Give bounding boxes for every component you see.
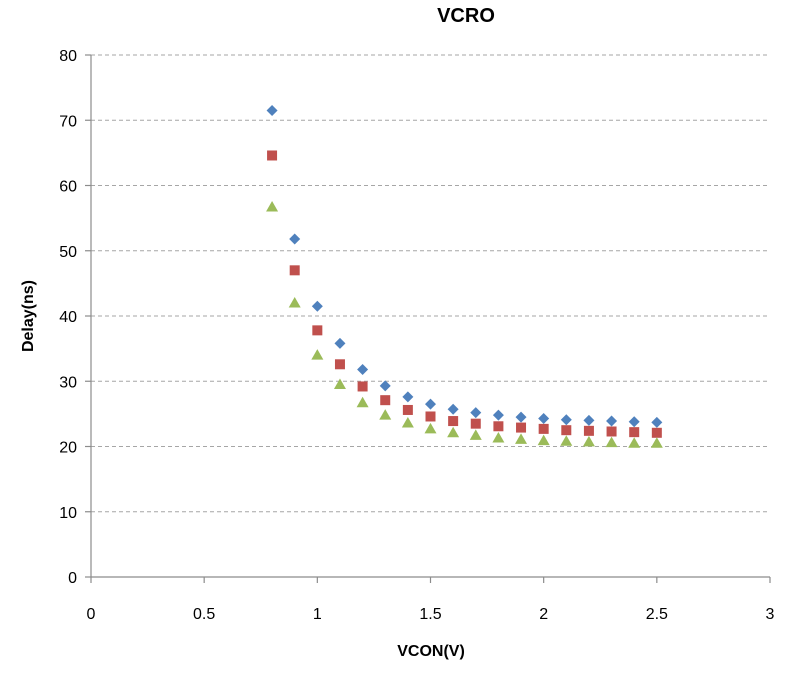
data-point-diamond: [628, 416, 640, 428]
axes: [85, 54, 771, 583]
y-tick-label: 0: [68, 570, 77, 587]
data-point-diamond: [583, 414, 595, 426]
y-tick-label: 40: [59, 309, 77, 326]
data-point-square: [380, 395, 391, 406]
data-point-diamond: [447, 403, 459, 415]
data-point-triangle: [424, 422, 437, 434]
x-tick-label: 0: [87, 606, 96, 623]
y-tick-label: 20: [59, 440, 77, 457]
data-point-triangle: [288, 296, 301, 308]
data-point-diamond: [289, 233, 301, 245]
data-point-diamond: [538, 412, 550, 424]
y-tick-label: 10: [59, 505, 77, 522]
data-point-diamond: [470, 407, 482, 419]
data-point-triangle: [311, 349, 324, 360]
data-point-triangle: [333, 378, 346, 390]
x-tick-label: 0.5: [193, 606, 215, 623]
data-point-square: [312, 325, 323, 336]
data-point-triangle: [356, 396, 369, 408]
x-tick-label: 1: [313, 606, 322, 623]
data-point-square: [629, 427, 640, 438]
data-point-square: [538, 423, 549, 434]
data-point-diamond: [560, 414, 572, 426]
data-point-square: [425, 411, 436, 422]
series-diamond-points: [266, 104, 663, 428]
series-square-points: [267, 150, 662, 438]
data-point-triangle: [379, 409, 392, 420]
data-point-square: [289, 265, 300, 276]
data-point-triangle: [605, 436, 618, 448]
data-point-square: [516, 422, 527, 433]
data-point-triangle: [469, 429, 482, 440]
data-point-square: [448, 416, 459, 427]
data-point-diamond: [357, 364, 369, 376]
data-point-square: [267, 150, 278, 161]
data-point-diamond: [311, 300, 323, 312]
data-point-diamond: [651, 416, 663, 428]
data-point-diamond: [334, 337, 346, 349]
x-tick-label: 2: [539, 606, 548, 623]
y-tick-label: 30: [59, 374, 77, 391]
data-point-square: [561, 425, 572, 436]
data-point-square: [334, 359, 345, 370]
y-tick-label: 70: [59, 113, 77, 130]
data-point-diamond: [402, 391, 414, 403]
data-point-triangle: [492, 432, 505, 443]
data-point-square: [470, 418, 481, 429]
y-tick-label: 50: [59, 244, 77, 261]
x-tick-label: 3: [766, 606, 775, 623]
chart-title: VCRO: [437, 5, 495, 27]
data-point-triangle: [266, 201, 279, 212]
data-point-triangle: [628, 437, 641, 448]
y-tick-labels: 0 10 20 30 40 50 60 70 80: [59, 48, 77, 587]
data-point-triangle: [515, 433, 528, 444]
x-tick-label: 2.5: [646, 606, 668, 623]
data-point-diamond: [266, 104, 278, 116]
data-point-triangle: [582, 435, 595, 447]
y-tick-label: 80: [59, 48, 77, 65]
data-point-square: [402, 404, 413, 415]
data-point-square: [606, 426, 617, 437]
y-axis-title: Delay(ns): [20, 280, 37, 352]
y-tick-label: 60: [59, 179, 77, 196]
data-point-triangle: [537, 434, 550, 446]
x-axis-title: VCON(V): [397, 643, 465, 660]
data-point-triangle: [650, 437, 663, 448]
series-triangle-points: [266, 201, 663, 448]
gridlines: [91, 54, 770, 513]
data-point-square: [357, 381, 368, 392]
data-point-triangle: [401, 417, 414, 428]
data-point-diamond: [379, 380, 391, 392]
data-point-diamond: [515, 411, 527, 423]
data-point-square: [651, 427, 662, 438]
data-point-diamond: [492, 409, 504, 421]
data-point-diamond: [606, 415, 618, 427]
data-point-triangle: [560, 435, 573, 446]
data-point-square: [493, 421, 504, 432]
data-point-square: [583, 425, 594, 436]
data-point-triangle: [447, 426, 460, 438]
x-tick-labels: 0 0.5 1 1.5 2 2.5 3: [87, 606, 775, 623]
x-tick-label: 1.5: [419, 606, 441, 623]
data-point-diamond: [425, 398, 436, 410]
data-points: [266, 104, 663, 448]
